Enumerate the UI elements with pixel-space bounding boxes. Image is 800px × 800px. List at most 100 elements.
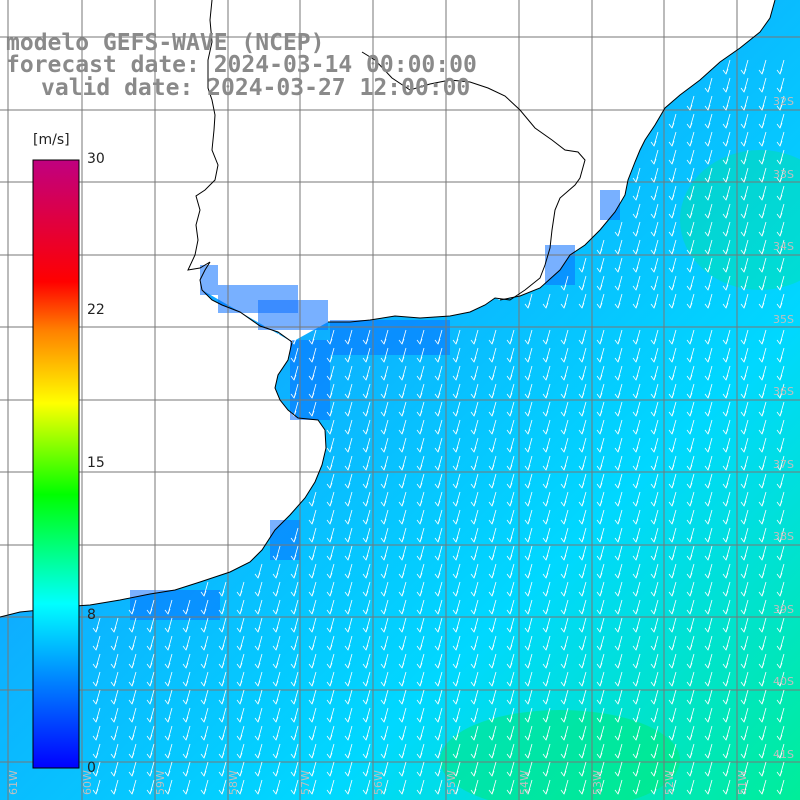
- wind-arrow: [722, 77, 731, 93]
- wind-arrow: [524, 527, 533, 543]
- wind-arrow: [668, 473, 677, 489]
- wind-arrow: [398, 545, 407, 561]
- wind-arrow: [722, 563, 731, 579]
- wind-arrow: [506, 743, 515, 759]
- wind-arrow: [416, 473, 425, 489]
- wind-arrow: [452, 581, 461, 597]
- wind-arrow: [614, 329, 623, 345]
- wind-arrow: [434, 527, 443, 543]
- wind-arrow: [506, 545, 515, 561]
- wind-arrow: [110, 671, 119, 687]
- wind-arrow: [776, 455, 785, 471]
- wind-arrow: [470, 527, 479, 543]
- wind-arrow: [740, 599, 749, 615]
- wind-arrow: [722, 455, 731, 471]
- wind-arrow: [596, 437, 605, 453]
- wind-arrow: [380, 563, 389, 579]
- wind-arrow: [488, 401, 497, 417]
- wind-arrow: [722, 725, 731, 741]
- wind-arrow: [758, 491, 767, 507]
- wind-arrow: [506, 599, 515, 615]
- wind-arrow: [254, 599, 263, 615]
- wind-arrow: [578, 437, 587, 453]
- wind-arrow: [740, 347, 749, 363]
- wind-arrow: [326, 725, 335, 741]
- wind-arrow: [506, 419, 515, 435]
- wind-arrow: [236, 779, 245, 795]
- wind-arrow: [686, 491, 695, 507]
- wind-arrow: [524, 545, 533, 561]
- wind-arrow: [182, 779, 191, 795]
- wind-arrow: [452, 761, 461, 777]
- longitude-label: 55W: [445, 770, 458, 795]
- wind-arrow: [704, 581, 713, 597]
- wind-arrow: [470, 617, 479, 633]
- wind-arrow: [686, 563, 695, 579]
- wind-arrow: [452, 779, 461, 795]
- wind-arrow: [524, 779, 533, 795]
- wind-arrow: [362, 671, 371, 687]
- wind-arrow: [632, 293, 641, 309]
- wind-arrow: [542, 671, 551, 687]
- wind-arrow: [236, 599, 245, 615]
- wind-arrow: [776, 725, 785, 741]
- wind-arrow: [290, 725, 299, 741]
- wind-arrow: [146, 635, 155, 651]
- wind-arrow: [398, 725, 407, 741]
- wind-arrow: [92, 707, 101, 723]
- wind-arrow: [488, 491, 497, 507]
- wind-arrow: [164, 689, 173, 705]
- wind-arrow: [488, 689, 497, 705]
- wind-arrow: [632, 383, 641, 399]
- wind-arrow: [740, 365, 749, 381]
- wind-arrow: [344, 473, 353, 489]
- wind-arrow: [308, 347, 317, 363]
- wind-arrow: [110, 761, 119, 777]
- wind-arrow: [650, 689, 659, 705]
- wind-arrow: [722, 437, 731, 453]
- wind-arrow: [434, 347, 443, 363]
- wind-arrow: [758, 473, 767, 489]
- wind-arrow: [596, 329, 605, 345]
- wind-arrow: [650, 149, 659, 165]
- wind-arrow: [326, 455, 335, 471]
- wind-arrow: [182, 599, 191, 615]
- wind-arrow: [470, 707, 479, 723]
- wind-arrow: [722, 167, 731, 183]
- wind-arrow: [614, 221, 623, 237]
- wind-arrow: [686, 275, 695, 291]
- wind-arrow: [326, 383, 335, 399]
- wind-arrow: [146, 671, 155, 687]
- wind-arrow: [380, 581, 389, 597]
- wind-arrow: [326, 437, 335, 453]
- wind-arrow: [650, 527, 659, 543]
- wind-arrow: [488, 725, 497, 741]
- longitude-label: 61W: [7, 770, 20, 795]
- wind-arrow: [632, 473, 641, 489]
- wind-arrow: [326, 563, 335, 579]
- wind-arrow: [434, 707, 443, 723]
- wind-arrow: [758, 635, 767, 651]
- wind-arrow: [740, 293, 749, 309]
- wind-arrow: [776, 221, 785, 237]
- latitude-label: 38S: [773, 530, 794, 543]
- wind-arrow: [668, 599, 677, 615]
- wind-arrow: [470, 509, 479, 525]
- wind-arrow: [632, 221, 641, 237]
- wind-arrow: [236, 671, 245, 687]
- wind-arrow: [722, 401, 731, 417]
- wind-arrow: [236, 725, 245, 741]
- wind-arrow: [758, 95, 767, 111]
- wind-arrow: [362, 563, 371, 579]
- wind-arrow: [776, 545, 785, 561]
- wind-arrow: [218, 653, 227, 669]
- wind-arrow: [164, 761, 173, 777]
- wind-arrow: [686, 455, 695, 471]
- wind-arrow: [128, 617, 137, 633]
- wind-arrow: [380, 455, 389, 471]
- wind-arrow: [776, 563, 785, 579]
- wind-arrow: [560, 689, 569, 705]
- wind-arrow: [362, 689, 371, 705]
- wind-arrow: [740, 545, 749, 561]
- wind-arrow: [290, 707, 299, 723]
